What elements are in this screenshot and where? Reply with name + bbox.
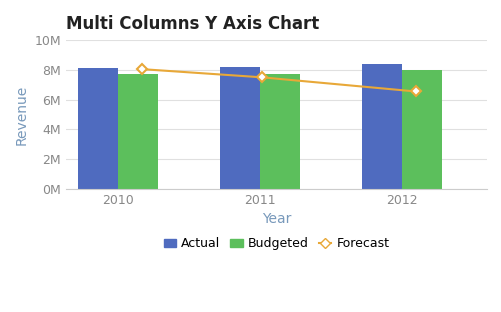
Legend: Actual, Budgeted, Forecast: Actual, Budgeted, Forecast <box>158 232 394 256</box>
Text: Multi Columns Y Axis Chart: Multi Columns Y Axis Chart <box>66 15 319 33</box>
Bar <box>401 70 441 189</box>
Bar <box>361 64 401 189</box>
Bar <box>220 67 260 189</box>
Bar <box>78 68 118 189</box>
Bar <box>118 74 157 189</box>
X-axis label: Year: Year <box>262 212 291 227</box>
Y-axis label: Revenue: Revenue <box>15 85 29 145</box>
Bar <box>260 74 299 189</box>
